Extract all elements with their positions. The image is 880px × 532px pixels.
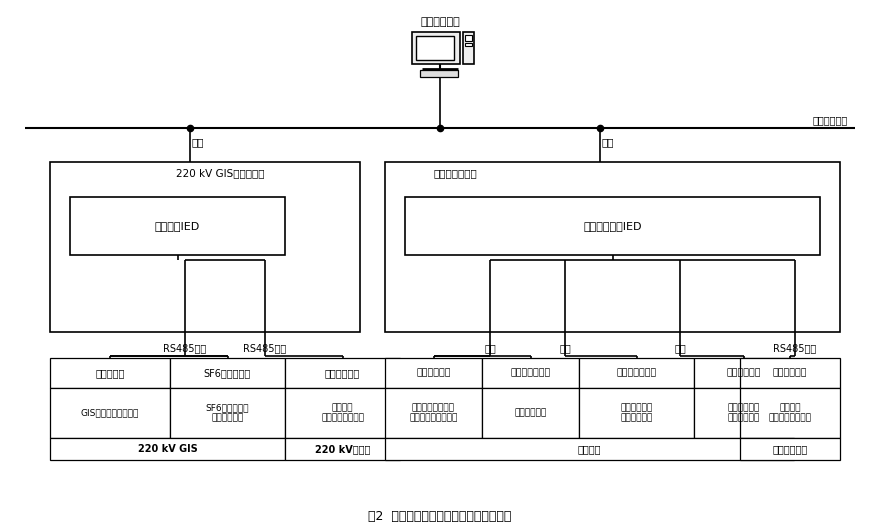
Bar — [482, 358, 579, 388]
Text: 主变状态监测IED: 主变状态监测IED — [583, 221, 642, 231]
Bar — [50, 388, 170, 438]
Text: 220 kV避雷器: 220 kV避雷器 — [315, 444, 370, 454]
Bar — [740, 388, 840, 438]
Text: 光纤: 光纤 — [192, 137, 204, 147]
Text: 电缆: 电缆 — [484, 343, 495, 353]
Text: 在线监测网络: 在线监测网络 — [813, 115, 848, 125]
Bar — [482, 388, 579, 438]
Text: 主变压器: 主变压器 — [578, 444, 601, 454]
Text: 局放传感器: 局放传感器 — [95, 368, 125, 378]
Bar — [579, 358, 694, 388]
Bar — [416, 36, 454, 60]
Text: 变压器油色谱
在线监测装置: 变压器油色谱 在线监测装置 — [728, 403, 760, 423]
Text: SF6密度传感器: SF6密度传感器 — [204, 368, 251, 378]
Bar — [694, 388, 794, 438]
Bar — [385, 388, 482, 438]
Text: 中性点避雷器: 中性点避雷器 — [773, 444, 808, 454]
Text: 220 kV GIS: 220 kV GIS — [137, 444, 197, 454]
Text: 图2  方案一在线监测系统网络结构示意图: 图2 方案一在线监测系统网络结构示意图 — [369, 511, 511, 523]
Bar — [465, 35, 472, 41]
Bar — [740, 358, 840, 388]
Text: 在线监控主机: 在线监控主机 — [420, 17, 460, 27]
Bar — [385, 162, 840, 332]
Text: 油色谱传感器: 油色谱传感器 — [727, 369, 761, 378]
Bar — [170, 388, 285, 438]
Text: 电缆: 电缆 — [674, 343, 686, 353]
Bar — [285, 388, 400, 438]
Bar — [694, 358, 794, 388]
Bar — [740, 438, 840, 460]
Bar — [463, 32, 474, 64]
Text: 顶层油温、油位、
模拟绕组温度监测等: 顶层油温、油位、 模拟绕组温度监测等 — [409, 403, 458, 423]
Text: 避雷器传感器: 避雷器传感器 — [773, 369, 807, 378]
Bar — [465, 43, 472, 46]
Bar — [385, 438, 794, 460]
Bar — [385, 358, 482, 388]
Bar — [70, 197, 285, 255]
Text: 220 kV GIS智能控制柜: 220 kV GIS智能控制柜 — [176, 168, 264, 178]
Text: 有载开关控制: 有载开关控制 — [515, 409, 546, 418]
Text: GIS局部放电在线监控: GIS局部放电在线监控 — [81, 409, 139, 418]
Bar — [420, 70, 458, 77]
Text: 控制量采集器: 控制量采集器 — [416, 369, 451, 378]
Text: 电缆: 电缆 — [559, 343, 571, 353]
Text: 泄漏电流
动作次数在线监控: 泄漏电流 动作次数在线监控 — [321, 403, 364, 423]
Text: SF6气体压力、
密度在线监测: SF6气体压力、 密度在线监测 — [206, 403, 249, 423]
Bar — [285, 438, 400, 460]
Text: 有载开关控制器: 有载开关控制器 — [510, 369, 551, 378]
Text: 泄漏电流
动作次数在线监测: 泄漏电流 动作次数在线监测 — [768, 403, 811, 423]
Text: 光纤: 光纤 — [602, 137, 614, 147]
Bar — [412, 32, 460, 64]
Text: 状态监测IED: 状态监测IED — [155, 221, 200, 231]
Bar — [579, 388, 694, 438]
Text: RS485电缆: RS485电缆 — [774, 343, 817, 353]
Text: 主变智能检测柜: 主变智能检测柜 — [433, 168, 477, 178]
Bar — [285, 358, 400, 388]
Text: RS485电缆: RS485电缆 — [164, 343, 207, 353]
Text: 局放在线监测
预留通信接口: 局放在线监测 预留通信接口 — [620, 403, 653, 423]
Bar — [50, 438, 285, 460]
Bar — [50, 358, 170, 388]
Bar — [50, 162, 360, 332]
Bar — [170, 358, 285, 388]
Text: 避雷器传感器: 避雷器传感器 — [325, 368, 360, 378]
Text: RS485电缆: RS485电缆 — [244, 343, 287, 353]
Text: 局部放电传感器: 局部放电传感器 — [616, 369, 656, 378]
Bar — [405, 197, 820, 255]
